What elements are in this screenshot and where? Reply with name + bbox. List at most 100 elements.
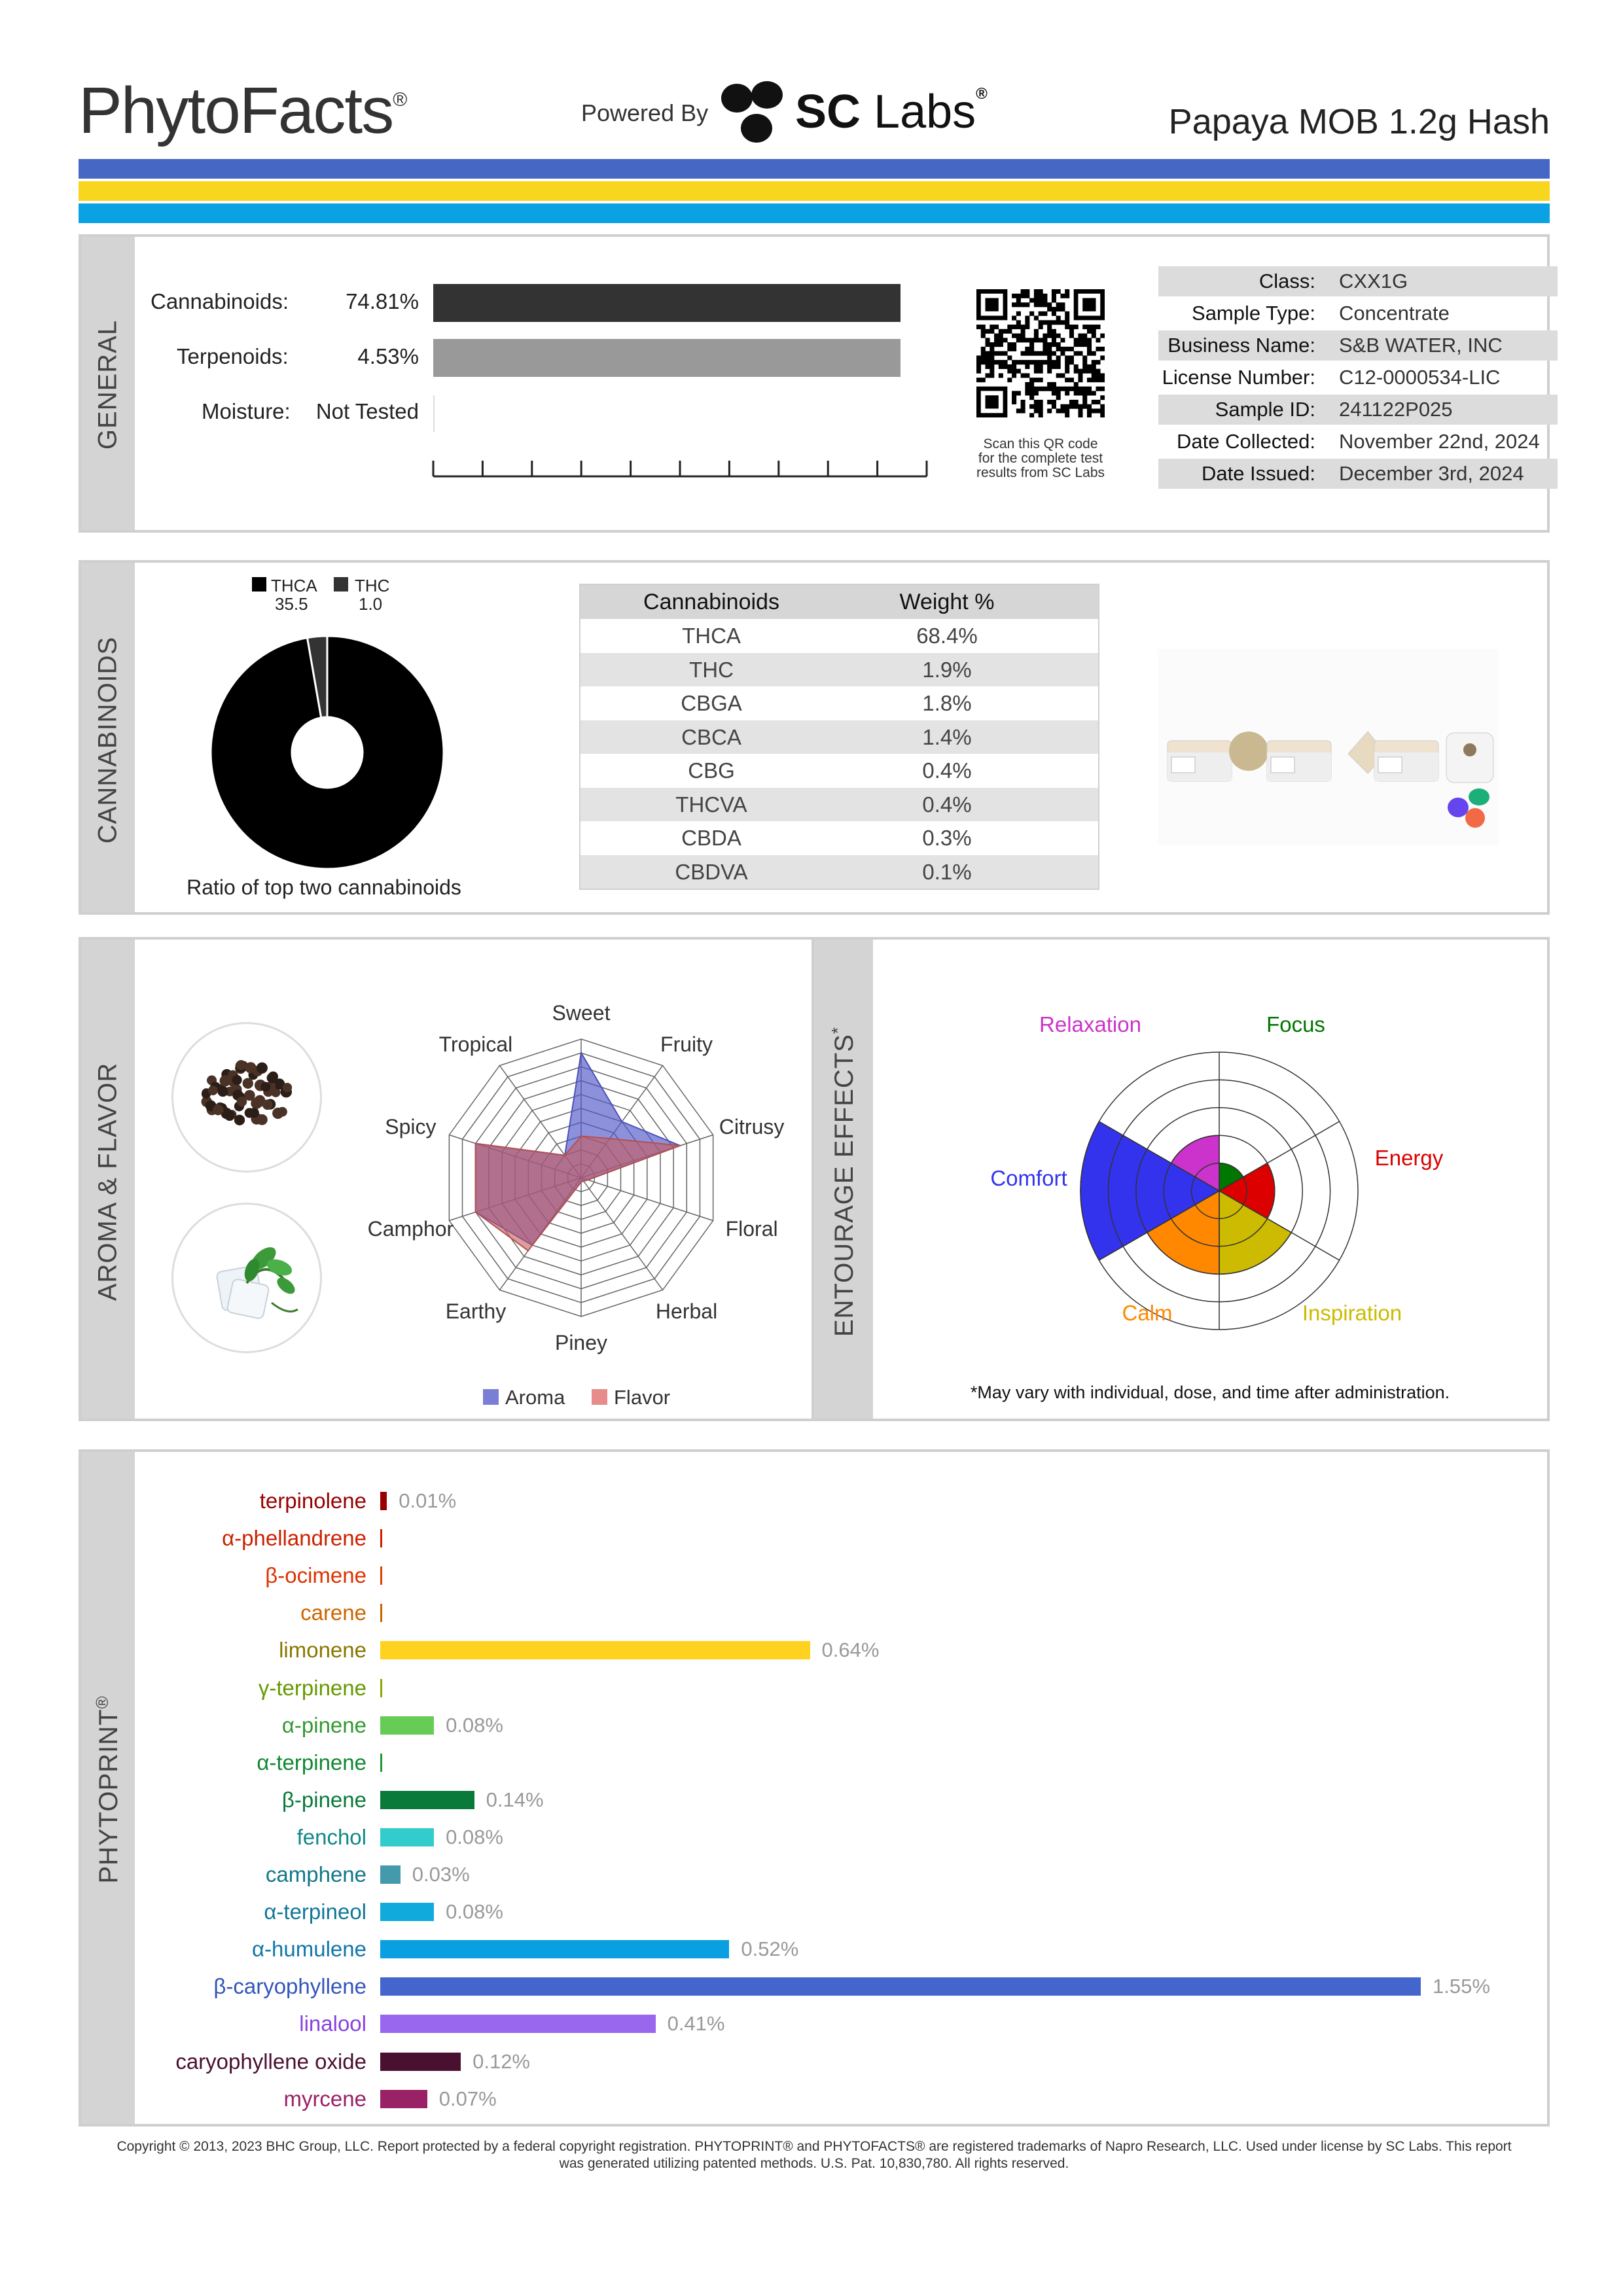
column-header-weight: Weight %	[899, 590, 995, 614]
legend-label-flavor: Flavor	[614, 1386, 671, 1409]
radar-spoke	[580, 1177, 713, 1222]
cannabinoid-ratio-donut	[209, 635, 445, 870]
peppercorn	[272, 1107, 284, 1120]
phytofacts-logo: PhytoFacts®	[79, 74, 407, 147]
aroma-flavor-panel: AROMA & FLAVOR	[79, 937, 814, 1421]
terpene-bar	[380, 1977, 1421, 1996]
legend-swatch-thc	[334, 577, 348, 592]
info-key: Class:	[1258, 270, 1315, 292]
cannabinoid-name: THCA	[682, 624, 741, 648]
terpene-name: α-phellandrene	[222, 1526, 366, 1551]
peppercorn	[242, 1078, 253, 1089]
terpene-name: β-pinene	[281, 1787, 366, 1812]
legend-swatch-thca	[252, 577, 266, 592]
legend-value-thca: 35.5	[275, 594, 308, 614]
cannabinoid-name: CBG	[688, 758, 735, 783]
radar-axis-label: Spicy	[385, 1115, 436, 1139]
qr-caption-line: results from SC Labs	[976, 465, 1105, 480]
table-row: CBCA 1.4%	[580, 720, 1098, 754]
legend-label-aroma: Aroma	[505, 1386, 565, 1409]
cannabinoid-weight: 0.4%	[922, 792, 972, 817]
cannabinoid-table: Cannabinoids Weight % THCA 68.4% THC 1.9% CB…	[579, 584, 1099, 890]
table-row: CBDA 0.3%	[580, 821, 1098, 855]
terpene-name: camphene	[265, 1862, 366, 1886]
peppercorn	[253, 1096, 264, 1108]
terpene-name: γ-terpinene	[258, 1675, 366, 1700]
peppercorn	[257, 1114, 268, 1125]
sc-labs-logo: SC Labs®	[795, 85, 988, 138]
qr-code-icon[interactable]	[976, 289, 1105, 417]
peppercorn	[274, 1078, 285, 1090]
stripe-yellow	[79, 181, 1550, 201]
qr-caption-line: for the complete test	[978, 451, 1103, 466]
terpene-value: 0.12%	[473, 2049, 530, 2073]
polar-spoke	[1099, 1190, 1220, 1261]
phytoprint-label: PHYTOPRINT®	[92, 1695, 124, 1884]
peppercorn	[262, 1099, 273, 1110]
radar-axis-label: Sweet	[552, 1001, 611, 1025]
effect-label-focus: Focus	[1266, 1012, 1325, 1036]
stripe-blue	[79, 159, 1550, 179]
terpene-bar	[380, 2015, 656, 2034]
peppercorn	[236, 1096, 247, 1107]
cannabinoid-name: CBCA	[681, 724, 741, 749]
radar-axis-label: Citrusy	[719, 1115, 785, 1139]
entourage-sidebar: ENTOURAGE EFFECTS*	[814, 940, 873, 1419]
peppercorn	[260, 1082, 271, 1092]
effect-label-energy: Energy	[1375, 1146, 1444, 1170]
terpene-name: β-ocimene	[265, 1563, 366, 1588]
cannabinoid-name: THC	[689, 657, 734, 682]
terpene-name: terpinolene	[259, 1489, 366, 1513]
sc-labs-logo-icon	[721, 81, 783, 143]
info-value: November 22nd, 2024	[1339, 430, 1540, 453]
effect-label-calm: Calm	[1122, 1301, 1172, 1325]
terpene-bar	[380, 1716, 435, 1735]
radar-spoke	[580, 1177, 664, 1290]
product-photo	[1158, 649, 1499, 845]
terpenoids-label: Terpenoids:	[177, 344, 289, 368]
effect-label-relaxation: Relaxation	[1039, 1012, 1141, 1036]
peppercorn	[219, 1075, 231, 1087]
radar-axis-label: Floral	[726, 1217, 778, 1241]
cannabinoid-weight: 1.9%	[922, 657, 972, 682]
terpene-name: α-terpinene	[257, 1750, 366, 1775]
info-row: Sample Type: Concentrate	[1158, 298, 1558, 328]
cannabinoid-weight: 0.4%	[922, 758, 972, 783]
terpene-value: 0.01%	[399, 1489, 457, 1512]
info-row: Date Issued: December 3rd, 2024	[1158, 459, 1558, 489]
info-value: December 3rd, 2024	[1339, 462, 1524, 485]
terpene-name: carene	[300, 1600, 366, 1625]
terpene-name: limonene	[279, 1638, 366, 1663]
info-key: License Number:	[1162, 366, 1315, 389]
info-key: Date Collected:	[1177, 430, 1315, 453]
cannabinoid-weight: 0.1%	[922, 859, 972, 884]
info-key: Sample Type:	[1192, 302, 1315, 325]
aroma-flavor-radar: Sweet Fruity Citrusy Floral Herbal Piney Earth…	[368, 1001, 785, 1354]
qr-caption: Scan this QR code for the complete test …	[935, 437, 1147, 480]
cannabinoids-label: Cannabinoids:	[151, 289, 289, 313]
radar-axis-label: Fruity	[660, 1033, 713, 1056]
moisture-value: Not Tested	[315, 399, 419, 423]
entourage-footnote: *May vary with individual, dose, and tim…	[970, 1383, 1450, 1402]
terpene-bar	[380, 1828, 435, 1846]
terpene-name: myrcene	[283, 2086, 366, 2111]
peppercorn	[221, 1107, 232, 1120]
product-name: Papaya MOB 1.2g Hash	[1168, 102, 1550, 141]
peppercorn	[282, 1082, 293, 1093]
peppercorns-icon	[201, 1060, 293, 1125]
info-value: Concentrate	[1339, 302, 1450, 325]
stripe-cyan	[79, 203, 1550, 223]
radar-axis-label: Piney	[555, 1331, 607, 1354]
info-key: Sample ID:	[1215, 398, 1315, 421]
phytoprint-panel: PHYTOPRINT®	[79, 1449, 1550, 2127]
info-value: CXX1G	[1339, 270, 1408, 292]
entourage-label: ENTOURAGE EFFECTS*	[827, 1026, 859, 1337]
terpene-value: 1.55%	[1433, 1975, 1490, 1998]
legend-swatch-flavor	[592, 1389, 607, 1405]
peppercorn	[217, 1086, 228, 1097]
terpene-value: 0.07%	[438, 2087, 497, 2110]
column-header-cannabinoids: Cannabinoids	[643, 590, 779, 614]
polar-spoke	[1219, 1190, 1340, 1261]
cannabinoids-sidebar: CANNABINOIDS	[81, 563, 135, 912]
terpene-bar	[380, 1790, 474, 1809]
